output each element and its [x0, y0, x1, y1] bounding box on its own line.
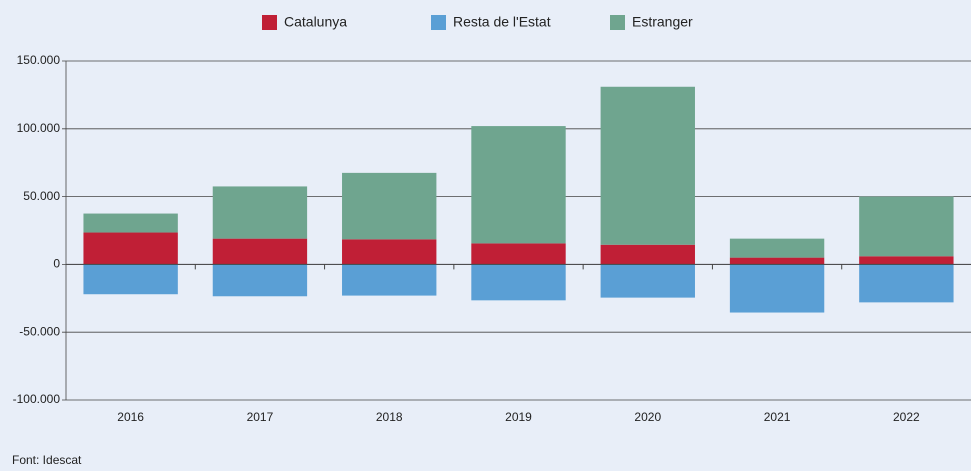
legend-label: Resta de l'Estat — [453, 14, 551, 30]
y-tick-label: -100.000 — [13, 392, 61, 406]
bar — [471, 243, 566, 265]
x-tick-label: 2017 — [247, 410, 274, 424]
bar — [729, 264, 825, 313]
y-tick-label: 150.000 — [17, 53, 61, 67]
legend-swatch — [610, 15, 625, 30]
bar — [600, 264, 695, 298]
bar — [83, 232, 178, 265]
legend-label: Estranger — [632, 14, 693, 30]
bar — [83, 264, 178, 295]
legend-swatch — [262, 15, 277, 30]
bar — [859, 256, 954, 265]
bar — [342, 264, 437, 296]
bar — [212, 238, 308, 265]
source: Font: Idescat — [12, 453, 82, 467]
y-tick-label: 0 — [53, 257, 60, 271]
bar — [859, 264, 954, 303]
bar — [600, 86, 695, 245]
y-tick-label: 100.000 — [17, 121, 61, 135]
bar — [212, 264, 308, 297]
x-tick-label: 2021 — [764, 410, 791, 424]
x-tick-label: 2022 — [893, 410, 920, 424]
bar — [83, 213, 178, 233]
x-tick-label: 2018 — [376, 410, 403, 424]
bar — [729, 238, 825, 258]
bar — [859, 196, 954, 257]
bar — [471, 126, 566, 244]
legend-label: Catalunya — [284, 14, 347, 30]
bar — [342, 239, 437, 265]
bar — [342, 172, 437, 240]
legend-swatch — [431, 15, 446, 30]
bar — [729, 257, 825, 265]
x-tick-label: 2020 — [634, 410, 661, 424]
y-tick-label: 50.000 — [23, 189, 60, 203]
y-tick-label: -50.000 — [19, 324, 60, 338]
bar — [600, 244, 695, 265]
bar — [471, 264, 566, 301]
bar — [212, 186, 308, 239]
x-tick-label: 2016 — [117, 410, 144, 424]
x-tick-label: 2019 — [505, 410, 532, 424]
